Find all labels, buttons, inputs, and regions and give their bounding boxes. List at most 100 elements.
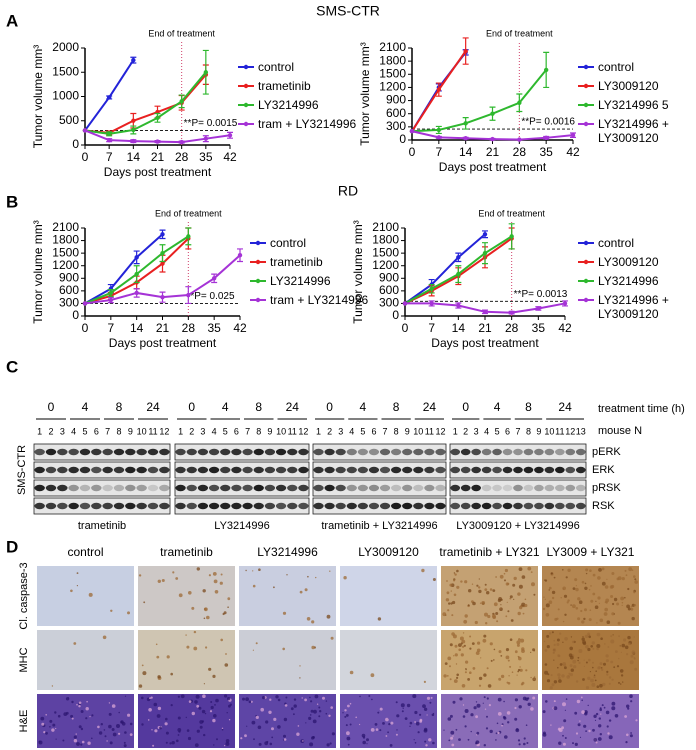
tissue-speck (634, 580, 638, 584)
tissue-speck (584, 586, 588, 590)
y-tick-label: 900 (386, 93, 406, 107)
mouse-number: 5 (82, 426, 87, 436)
data-point (436, 127, 442, 133)
tissue-speck (544, 598, 546, 601)
tissue-speck (598, 568, 602, 572)
tissue-speck (500, 604, 502, 606)
tissue-speck (448, 739, 451, 742)
tissue-speck (150, 696, 153, 699)
tissue-speck (594, 719, 597, 722)
blot-band (220, 466, 231, 474)
blot-band (435, 484, 446, 492)
blot-strip (33, 461, 171, 479)
blot-band (287, 466, 298, 474)
tissue-speck (530, 676, 532, 679)
tissue-speck (248, 700, 252, 704)
tissue-speck (141, 723, 144, 726)
tissue-speck (313, 709, 317, 714)
blot-band (357, 502, 368, 510)
tissue-speck (432, 741, 435, 745)
tissue-speck (157, 675, 161, 679)
x-tick-label: 7 (106, 150, 113, 164)
tissue-speck (551, 590, 556, 595)
blot-band (231, 466, 242, 474)
tissue-speck (596, 622, 598, 624)
blot-band (324, 448, 335, 456)
tissue-speck (621, 643, 626, 648)
tissue-speck (194, 743, 199, 747)
tissue-speck (577, 617, 581, 621)
tissue-speck (596, 647, 599, 651)
tissue-speck (493, 602, 498, 607)
tissue-speck (462, 704, 465, 706)
tissue-speck (40, 716, 45, 721)
tissue-speck (326, 743, 330, 747)
mouse-number: 7 (383, 426, 388, 436)
tissue-speck (591, 682, 596, 687)
blot-band (159, 502, 170, 510)
mouse-number: 5 (495, 426, 500, 436)
tissue-speck (484, 588, 488, 591)
tissue-speck (464, 709, 469, 713)
tissue-speck (123, 744, 127, 748)
tissue-speck (544, 670, 549, 675)
data-point (237, 253, 243, 258)
tissue-speck (310, 709, 314, 713)
tissue-speck (600, 713, 602, 715)
histology-image (441, 694, 538, 748)
series-line (404, 233, 486, 305)
data-point (106, 95, 112, 100)
tissue-speck (548, 600, 553, 604)
tissue-speck (221, 727, 224, 729)
tissue-speck (452, 600, 456, 605)
blot-band (324, 502, 335, 510)
tissue-speck (549, 686, 553, 690)
tissue-speck (611, 584, 615, 589)
blot-band (492, 484, 502, 492)
blot-band (159, 484, 170, 492)
tissue-speck (423, 728, 428, 733)
tissue-speck (633, 636, 635, 638)
tissue-speck (293, 713, 295, 716)
y-tick-label: 1800 (52, 233, 79, 247)
tissue-speck (157, 706, 162, 711)
tissue-speck (178, 593, 183, 598)
tissue-speck (210, 701, 213, 703)
tissue-speck (612, 602, 615, 606)
tissue-speck (592, 647, 595, 650)
tissue-speck (522, 612, 525, 615)
tissue-speck (495, 732, 498, 735)
tissue-speck (487, 614, 491, 619)
tissue-speck (419, 718, 423, 722)
x-tick-label: 14 (130, 321, 144, 335)
tissue-speck (589, 609, 592, 611)
tissue-speck (506, 711, 511, 715)
histology-image (239, 694, 336, 748)
tissue-speck (201, 709, 206, 714)
blot-band (57, 502, 68, 510)
x-axis-label: Days post treatment (104, 165, 212, 179)
tissue-speck (562, 620, 565, 623)
legend-label-box: LY3009120 (598, 79, 659, 93)
tissue-speck (169, 742, 172, 745)
blot-band (231, 502, 242, 510)
tissue-speck (582, 636, 584, 638)
tissue-speck (465, 660, 469, 664)
data-point (463, 121, 468, 126)
tissue-speck (565, 698, 568, 700)
tissue-speck (227, 606, 229, 608)
tissue-speck (505, 648, 510, 652)
tissue-speck (601, 668, 604, 671)
tissue-speck (366, 743, 368, 745)
blot-band (335, 502, 346, 510)
tissue-speck (562, 702, 566, 707)
tissue-speck (290, 707, 294, 711)
tissue-speck (521, 602, 526, 607)
data-point (463, 136, 468, 141)
tissue-speck (484, 612, 488, 617)
blot-band (460, 448, 471, 456)
tissue-speck (592, 592, 596, 596)
tissue-speck (161, 579, 165, 582)
tissue-speck (512, 583, 516, 587)
p-value: **P= 0.0013 (514, 289, 568, 300)
